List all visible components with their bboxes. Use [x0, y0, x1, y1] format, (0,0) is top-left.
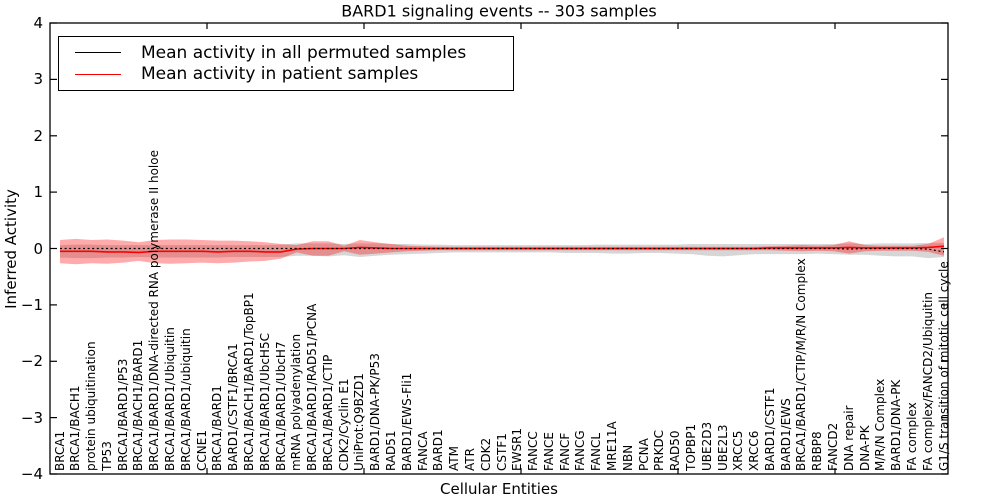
x-tick-label: MRE11A	[605, 421, 619, 471]
x-tick-label: NBN	[620, 444, 635, 471]
x-tick-label: BRCA1/BACH1/BARD1	[131, 339, 146, 471]
x-tick-label: RAD51	[384, 430, 398, 471]
permuted-band	[60, 242, 944, 259]
x-tick-label: BARD1/EWS-Fli1	[399, 372, 414, 471]
y-tick-label: 1	[33, 183, 43, 202]
legend-label-permuted: Mean activity in all permuted samples	[141, 42, 467, 63]
y-tick-label: −2	[20, 352, 43, 371]
legend-entry-patient: Mean activity in patient samples	[71, 64, 507, 84]
patient-line-sample-icon	[75, 73, 121, 75]
x-tick-label: FANCL	[589, 432, 604, 471]
x-tick-label: DNA-PK	[857, 425, 872, 471]
x-tick-label: FA complex	[904, 402, 919, 471]
y-tick-label: 3	[33, 70, 43, 89]
x-tick-label: EWSR1	[510, 427, 525, 471]
x-axis-label: Cellular Entities	[440, 480, 558, 498]
x-tick-label: FANCA	[415, 431, 430, 471]
x-tick-label: BRCA1/BARD1/DNA-directed RNA polymerase …	[147, 150, 162, 471]
x-tick-label: RBBP8	[810, 431, 825, 471]
x-tick-label: UBE2L3	[715, 424, 730, 471]
x-tick-label: G1/S transition of mitotic cell cycle	[936, 261, 951, 471]
x-tick-label: BARD1/CSTF1/BRCA1	[226, 343, 241, 471]
x-tick-label: ATM	[447, 446, 462, 471]
x-tick-label: BRCA1/BARD1/P53	[115, 358, 130, 471]
x-tick-label: protein ubiquitination	[84, 341, 99, 471]
x-tick-label: BARD1/CSTF1	[762, 387, 777, 471]
x-tick-label: CCNE1	[194, 430, 209, 471]
x-tick-label: TP53	[99, 441, 114, 471]
x-tick-label: FANCG	[573, 430, 588, 471]
legend-label-patient: Mean activity in patient samples	[141, 64, 419, 85]
y-tick-label: 4	[33, 14, 43, 32]
y-tick-label: 0	[33, 239, 43, 258]
x-tick-label: FANCC	[526, 431, 541, 471]
y-tick-label: −4	[20, 465, 43, 483]
x-tick-label: BRCA1/BARD1/CTIP/M/R/N Complex	[794, 258, 809, 471]
y-tick-label: 2	[33, 126, 43, 145]
chart-title: BARD1 signaling events -- 303 samples	[341, 1, 657, 21]
x-tick-label: PCNA	[636, 438, 651, 471]
x-tick-label: BRCA1	[52, 430, 67, 471]
x-tick-label: BRCA1/BARD1/CTIP	[320, 354, 335, 471]
x-tick-label: CDK2/Cyclin E1	[336, 378, 351, 471]
x-tick-label: BARD1/DNA-PK/P53	[368, 353, 383, 471]
x-tick-label: BARD1/EWS	[778, 398, 793, 471]
permuted-line-sample-icon	[75, 52, 121, 54]
x-tick-label: BRCA1/BARD1/ubiquitin	[178, 328, 193, 471]
x-tick-label: UniProt:Q9BZD1	[352, 373, 367, 471]
x-tick-label: BRCA1/BACH1/BARD1/TopBP1	[241, 292, 256, 471]
x-tick-label: M/R/N Complex	[873, 378, 888, 471]
x-tick-label: UBE2D3	[699, 421, 714, 471]
x-tick-label: RAD50	[668, 430, 683, 471]
y-tick-label: −1	[20, 295, 43, 314]
x-tick-label: FANCE	[541, 432, 556, 471]
patient-band	[60, 237, 944, 265]
x-tick-label: CSTF1	[494, 433, 509, 471]
x-tick-label: BRCA1/BARD1	[210, 385, 225, 471]
x-tick-label: BRCA1/BARD1/UbcH5C	[257, 333, 272, 471]
y-tick-label: −3	[20, 408, 43, 427]
legend: Mean activity in all permuted samples Me…	[58, 36, 514, 91]
permuted-mean-line	[60, 247, 945, 253]
x-tick-label: BRCA1/BARD1/UbcH7	[273, 341, 288, 471]
x-tick-label: TOPBP1	[683, 423, 698, 471]
x-tick-label: BRCA1/BARD1/Ubiquitin	[163, 327, 177, 471]
x-tick-label: mRNA polyadenylation	[289, 333, 304, 471]
x-tick-label: ATR	[462, 448, 477, 471]
x-tick-label: BARD1/DNA-PK	[889, 379, 904, 471]
x-tick-label: FANCF	[557, 432, 572, 471]
x-tick-label: DNA repair	[841, 405, 856, 471]
x-tick-label: BRCA1/BARD1/RAD51/PCNA	[305, 303, 320, 471]
x-tick-label: XRCC5	[731, 430, 746, 471]
x-tick-label: PRKDC	[652, 429, 667, 471]
x-tick-label: XRCC6	[747, 430, 762, 471]
x-tick-label: FA complex/FANCD2/Ubiquitin	[920, 292, 935, 471]
legend-entry-permuted: Mean activity in all permuted samples	[71, 43, 507, 63]
x-tick-label: BARD1	[431, 429, 446, 471]
x-tick-label: BRCA1/BACH1	[68, 385, 83, 471]
x-tick-label: CDK2	[478, 437, 493, 471]
x-tick-label: FANCD2	[826, 422, 840, 471]
